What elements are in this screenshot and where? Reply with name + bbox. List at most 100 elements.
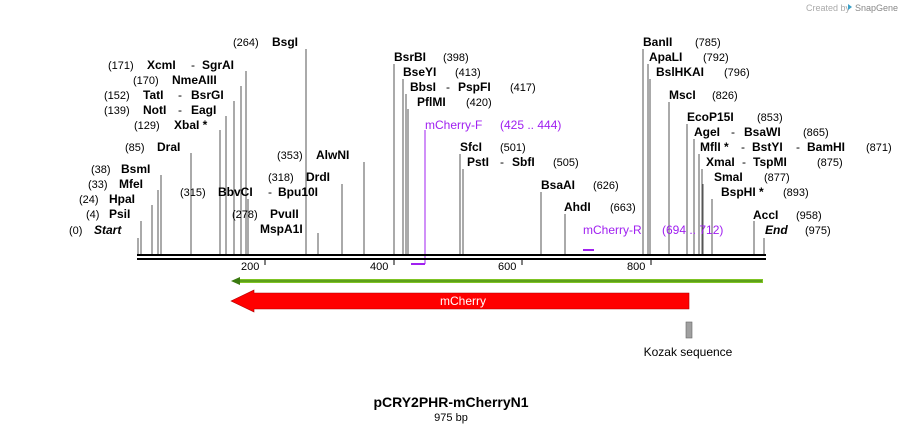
site-pspfi-name: PspFI <box>458 80 491 94</box>
site-bsaai-name: BsaAI <box>541 178 575 192</box>
mcherry-arrow <box>230 289 690 313</box>
site-start-name: Start <box>94 223 122 237</box>
site-bbsi[interactable]: BbsI - PspFI (417) <box>410 80 536 94</box>
site-tati[interactable]: (152) TatI - BsrGI <box>104 88 224 102</box>
site-mspa1i[interactable]: MspA1I <box>260 222 303 236</box>
site-pflmi[interactable]: PflMI (420) <box>417 95 492 109</box>
svg-text:-: - <box>731 125 735 139</box>
site-psti[interactable]: PstI - SbfI (505) <box>467 155 579 169</box>
site-mfli[interactable]: MflI * - BstYI - BamHI (871) <box>700 140 892 154</box>
site-ahdi[interactable]: AhdI (663) <box>564 200 636 214</box>
site-xmai[interactable]: XmaI - TspMI (875) <box>706 155 843 169</box>
site-pvuii-name: PvuII <box>270 207 299 221</box>
site-ecop15i-pos: (853) <box>757 112 783 124</box>
site-bslhkai-name: BslHKAI <box>656 65 704 79</box>
site-end-name: End <box>765 223 788 237</box>
site-psti-pos: (505) <box>553 157 579 169</box>
site-noti-pos: (139) <box>104 105 130 117</box>
site-lines <box>137 49 765 255</box>
site-bstyi-name: BstYI <box>752 140 783 154</box>
primer-forward-name: mCherry-F <box>425 118 482 132</box>
site-drdi[interactable]: (318) DrdI <box>268 170 330 184</box>
svg-text:-: - <box>446 80 450 94</box>
svg-text:-: - <box>500 155 504 169</box>
site-drai-pos: (85) <box>125 142 145 154</box>
site-smai-name: SmaI <box>714 170 743 184</box>
site-sgrai-name: SgrAI <box>202 58 234 72</box>
site-smai[interactable]: SmaI (877) <box>714 170 790 184</box>
site-banii-pos: (785) <box>695 37 721 49</box>
primer-forward[interactable]: mCherry-F (425 .. 444) <box>411 118 561 265</box>
site-xcmi-name: XcmI <box>147 58 176 72</box>
site-labels-middle: (264) BsgI (353) AlwNI (318) DrdI (278) … <box>232 35 636 236</box>
site-sbfi-name: SbfI <box>512 155 535 169</box>
site-bbvci[interactable]: (315) BbvCI - Bpu10I <box>180 185 318 199</box>
site-psii-name: PsiI <box>109 207 130 221</box>
site-start-pos: (0) <box>69 225 82 237</box>
kozak-label: Kozak sequence <box>644 345 733 359</box>
site-bslhkai[interactable]: BslHKAI (796) <box>656 65 750 79</box>
orf-arrow[interactable] <box>231 277 763 285</box>
site-pvuii[interactable]: (278) PvuII <box>232 207 299 221</box>
site-bsphi[interactable]: BspHI * (893) <box>721 185 809 199</box>
site-xcmi[interactable]: (171) XcmI - SgrAI <box>108 58 234 72</box>
site-bsrbi[interactable]: BsrBI (398) <box>394 50 469 64</box>
site-bpu10i-name: Bpu10I <box>278 185 318 199</box>
site-mfli-pos: (871) <box>866 142 892 154</box>
site-bsaai[interactable]: BsaAI (626) <box>541 178 619 192</box>
site-bseyi-name: BseYI <box>403 65 436 79</box>
site-alwni-name: AlwNI <box>316 148 349 162</box>
site-hpai-name: HpaI <box>109 192 135 206</box>
site-agei[interactable]: AgeI - BsaWI (865) <box>694 125 829 139</box>
site-agei-name: AgeI <box>694 125 720 139</box>
site-bsmi[interactable]: (38) BsmI <box>91 162 150 176</box>
site-msci[interactable]: MscI (826) <box>669 88 738 102</box>
sequence-backbone <box>137 254 766 260</box>
site-psii[interactable]: (4) PsiI <box>86 207 130 221</box>
primer-reverse[interactable]: mCherry-R (694 .. 712) <box>583 223 723 251</box>
site-apali[interactable]: ApaLI (792) <box>649 50 729 64</box>
site-acci[interactable]: AccI (958) <box>753 208 822 222</box>
site-xbai[interactable]: (129) XbaI * <box>134 118 208 132</box>
site-mfei[interactable]: (33) MfeI <box>88 177 143 191</box>
site-ecop15i-name: EcoP15I <box>687 110 734 124</box>
site-bsawi-name: BsaWI <box>744 125 781 139</box>
primer-reverse-name: mCherry-R <box>583 223 642 237</box>
site-hpai-pos: (24) <box>79 194 99 206</box>
site-ahdi-name: AhdI <box>564 200 591 214</box>
site-bbsi-pos: (417) <box>510 82 536 94</box>
map-title-block: pCRY2PHR-mCherryN1 975 bp <box>373 394 528 424</box>
site-tspmi-name: TspMI <box>753 155 787 169</box>
kozak-box <box>685 321 693 339</box>
site-bsgi-name: BsgI <box>272 35 298 49</box>
site-bsgi[interactable]: (264) BsgI <box>233 35 298 49</box>
svg-text:-: - <box>191 58 195 72</box>
site-alwni[interactable]: (353) AlwNI <box>277 148 349 162</box>
tick-200: 200 <box>241 261 259 273</box>
primer-forward-range: (425 .. 444) <box>500 118 561 132</box>
site-alwni-pos: (353) <box>277 150 303 162</box>
site-drai[interactable]: (85) DraI <box>125 140 180 154</box>
site-hpai[interactable]: (24) HpaI <box>79 192 135 206</box>
site-sfci[interactable]: SfcI (501) <box>460 140 526 154</box>
site-nmeaiii-name: NmeAIII <box>172 73 217 87</box>
brand-name: SnapGene <box>855 3 898 13</box>
site-bseyi[interactable]: BseYI (413) <box>403 65 481 79</box>
plasmid-title: pCRY2PHR-mCherryN1 <box>373 394 528 410</box>
site-sfci-pos: (501) <box>500 142 526 154</box>
svg-text:-: - <box>741 140 745 154</box>
site-noti[interactable]: (139) NotI - EagI <box>104 103 216 117</box>
site-mfei-name: MfeI <box>119 177 143 191</box>
kozak-feature[interactable]: Kozak sequence <box>644 321 733 359</box>
site-nmeaiii[interactable]: (170) NmeAIII <box>133 73 217 87</box>
mcherry-feature[interactable]: mCherry <box>230 289 690 313</box>
site-end[interactable]: End (975) <box>765 223 831 237</box>
site-start[interactable]: (0) Start <box>69 223 122 237</box>
ruler: 200 400 600 800 <box>241 259 652 273</box>
site-xbai-pos: (129) <box>134 120 160 132</box>
site-bsgi-pos: (264) <box>233 37 259 49</box>
site-banii[interactable]: BanII (785) <box>643 35 721 49</box>
site-ecop15i[interactable]: EcoP15I (853) <box>687 110 783 124</box>
